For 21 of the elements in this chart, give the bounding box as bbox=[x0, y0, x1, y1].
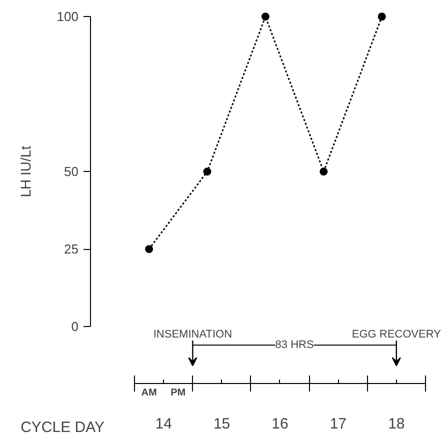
x-tick-label: 14 bbox=[155, 416, 172, 433]
y-axis-title: LH IU/Lt bbox=[17, 146, 34, 198]
text: AM bbox=[141, 388, 157, 399]
point bbox=[378, 12, 386, 21]
x-tick-label: 16 bbox=[272, 416, 288, 433]
point bbox=[145, 245, 154, 254]
text: PM bbox=[170, 388, 186, 399]
text: INSEMINATION bbox=[153, 328, 232, 341]
x-tick-label: 18 bbox=[388, 416, 405, 433]
x-axis-title: CYCLE DAY bbox=[20, 419, 104, 436]
text: EGG RECOVERY bbox=[352, 328, 442, 341]
y-tick-label: 50 bbox=[64, 164, 78, 180]
y-tick-label: 25 bbox=[64, 242, 78, 257]
x-tick-label: 15 bbox=[213, 416, 230, 433]
point bbox=[320, 168, 328, 176]
y-tick-label: 100 bbox=[56, 9, 78, 24]
x-tick-label: 17 bbox=[330, 416, 347, 433]
y-tick-label: 0 bbox=[71, 319, 78, 334]
point bbox=[261, 12, 270, 21]
text: 83 HRS bbox=[275, 339, 314, 352]
point bbox=[203, 168, 212, 176]
